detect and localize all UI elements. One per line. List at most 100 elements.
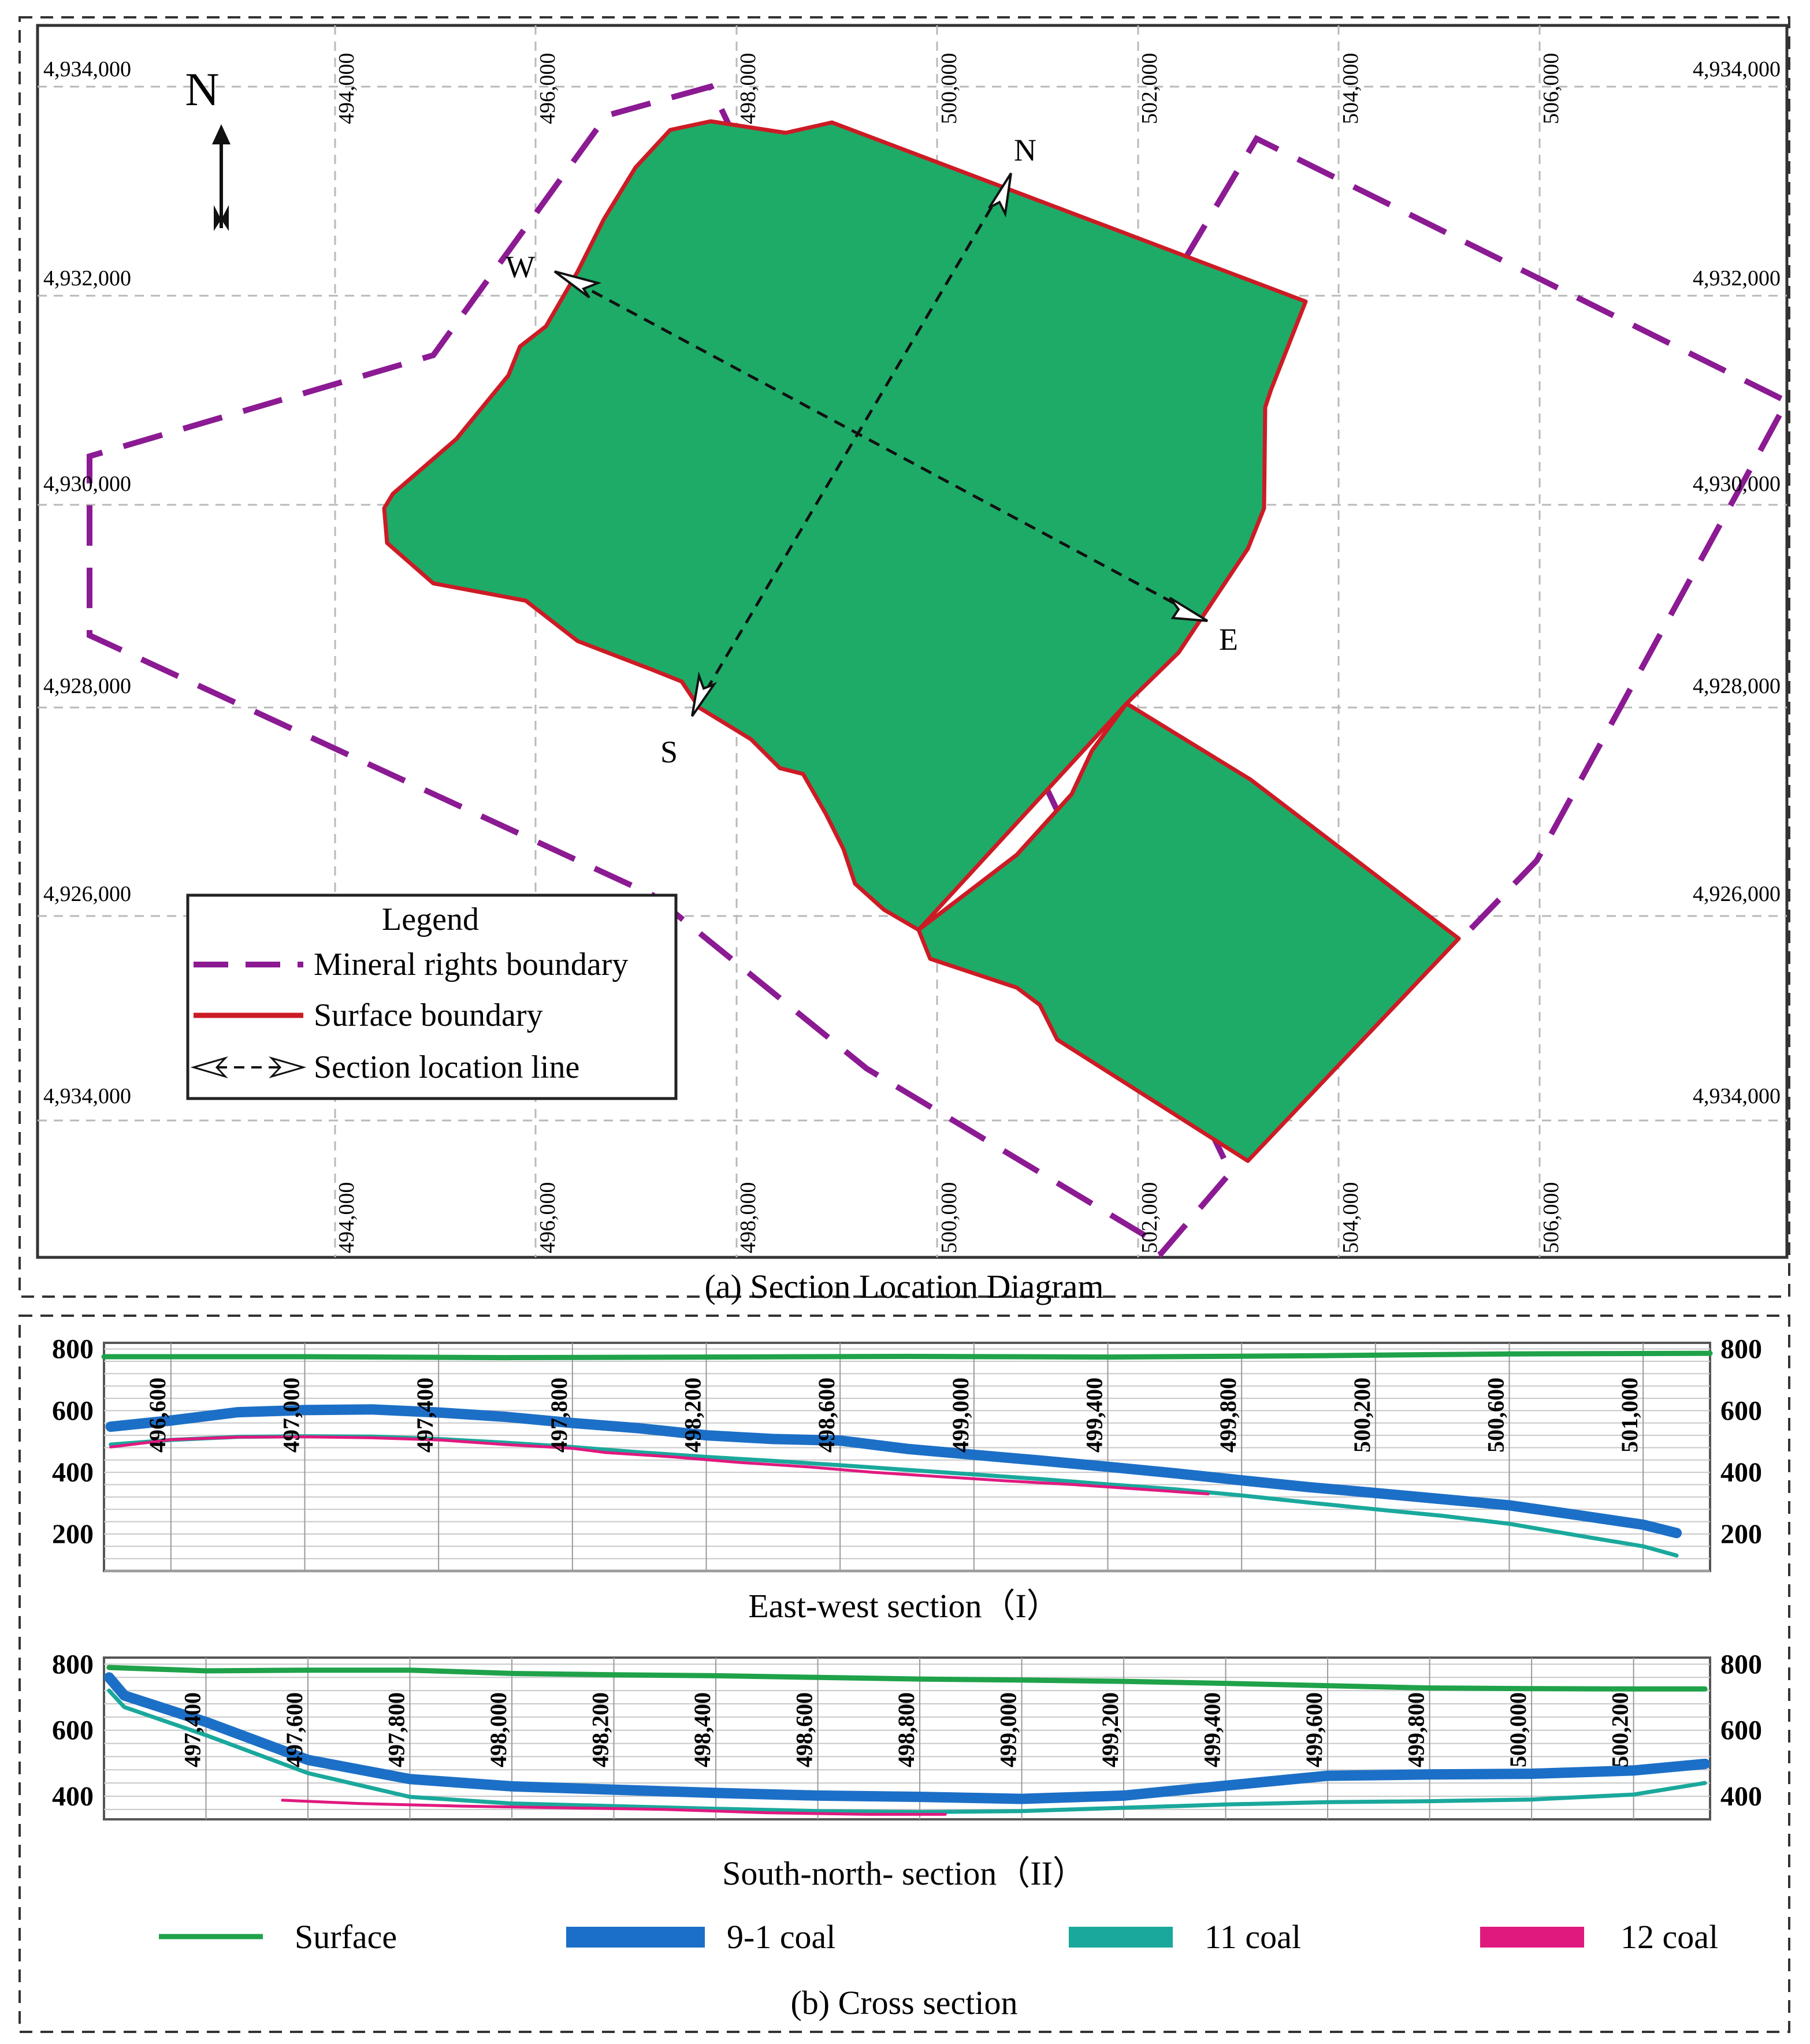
section-label-north: N (1014, 133, 1036, 167)
section-label-west: W (506, 250, 535, 284)
ew-y-tick-label-right: 800 (1720, 1334, 1762, 1365)
sn-x-tick-label: 498,800 (893, 1692, 919, 1767)
coal-9-1-legend-label: 9-1 coal (727, 1918, 835, 1956)
y-label-right-4: 4,926,000 (1693, 882, 1781, 906)
section-label-south: S (660, 735, 678, 769)
ew-x-tick-label: 500,600 (1483, 1377, 1509, 1453)
coal-11-legend-label: 11 coal (1205, 1918, 1301, 1956)
south-north-section-chart: 497,400 497,600 497,800 498,000 498,200 498,4… (52, 1649, 1762, 1892)
ew-series-surface (101, 1350, 1713, 1361)
x-label-top-506000: 506,000 (1539, 53, 1563, 125)
ew-series-9-1-coal (105, 1404, 1682, 1539)
section-line-legend-right-arrow-icon (269, 1056, 307, 1078)
sn-x-tick-label: 498,200 (588, 1692, 614, 1767)
sn-x-tick-label: 499,200 (1097, 1692, 1123, 1767)
map-grid-labels: 494,000 496,000 498,000 500,000 502,000 … (43, 53, 1781, 1254)
y-label-left-3: 4,928,000 (43, 674, 131, 698)
mineral-rights-legend-label: Mineral rights boundary (314, 947, 628, 982)
north-arrow-label: N (185, 63, 219, 116)
ew-y-tick-label-left: 400 (52, 1457, 94, 1488)
ew-x-tick-label: 499,800 (1215, 1377, 1241, 1453)
y-label-right-0: 4,934,000 (1693, 57, 1781, 81)
north-arrow-icon: N (185, 63, 231, 231)
ew-x-tick-label: 501,000 (1616, 1377, 1642, 1453)
ew-y-tick-label-right: 600 (1720, 1395, 1762, 1426)
sn-series-11-coal (107, 1688, 1707, 1814)
coal-9-1-legend-swatch (566, 1927, 705, 1948)
y-label-right-2: 4,930,000 (1693, 472, 1781, 496)
y-label-left-1: 4,932,000 (43, 266, 131, 291)
coal-11-legend-swatch (1069, 1927, 1173, 1948)
sn-series (103, 1665, 1711, 1816)
x-label-top-498000: 498,000 (736, 53, 760, 125)
x-label-bottom-494000: 494,000 (335, 1182, 359, 1254)
sn-y-tick-label-right: 600 (1720, 1715, 1762, 1746)
sn-x-tick-label: 500,200 (1607, 1692, 1633, 1767)
y-label-left-0: 4,934,000 (43, 57, 131, 81)
ew-series (101, 1350, 1713, 1558)
ew-x-tick-label: 497,800 (546, 1377, 572, 1453)
surface-boundary-legend-label: Surface boundary (314, 997, 543, 1033)
east-arrowhead-icon (1169, 597, 1209, 622)
section-line-west-east (556, 271, 1203, 620)
sn-y-tick-labels: 800 800 600 600 400 400 (52, 1649, 1762, 1812)
north-arrowhead-icon (988, 172, 1012, 218)
ew-x-tick-label: 499,000 (947, 1377, 973, 1453)
ew-x-tick-labels: 496,600 497,000 497,400 497,800 498,200 498,6… (144, 1377, 1642, 1453)
ew-y-tick-labels: 800 800 600 600 400 400 200 200 (52, 1334, 1762, 1550)
bottom-panel-frame (18, 1315, 1790, 2033)
section-line-legend-label: Section location line (314, 1049, 579, 1085)
x-label-top-502000: 502,000 (1138, 53, 1162, 125)
ew-x-tick-label: 497,400 (412, 1377, 438, 1453)
ew-y-tick-label-right: 200 (1720, 1519, 1762, 1550)
ew-x-tick-label: 498,200 (680, 1377, 706, 1453)
sn-x-tick-label: 497,600 (281, 1692, 307, 1767)
mineral-rights-boundary-east (1181, 135, 1791, 944)
sn-y-tick-label-left: 600 (52, 1715, 94, 1746)
y-label-right-5: 4,934,000 (1693, 1084, 1781, 1108)
west-arrowhead-icon (553, 270, 602, 299)
sn-x-tick-label: 499,600 (1301, 1692, 1327, 1767)
sn-y-tick-label-left: 400 (52, 1781, 94, 1812)
y-label-right-1: 4,932,000 (1693, 266, 1781, 291)
surface-legend-label: Surface (295, 1918, 397, 1956)
y-label-left-4: 4,926,000 (43, 882, 131, 906)
cross-section-legend: Surface 9-1 coal 11 coal 12 coal (159, 1918, 1718, 1956)
coal-12-legend-swatch (1480, 1927, 1584, 1948)
coal-12-legend-label: 12 coal (1621, 1918, 1718, 1956)
sn-x-tick-label: 497,400 (180, 1692, 206, 1767)
ew-series-12-coal (109, 1435, 1210, 1496)
y-label-right-3: 4,928,000 (1693, 674, 1781, 698)
y-label-left-5: 4,934,000 (43, 1084, 131, 1108)
ew-x-tick-label: 500,200 (1349, 1377, 1375, 1453)
sn-series-surface (106, 1665, 1708, 1692)
map-legend-title: Legend (382, 902, 479, 937)
ew-x-tick-label: 497,000 (278, 1377, 304, 1453)
x-label-bottom-502000: 502,000 (1138, 1182, 1162, 1254)
x-label-bottom-504000: 504,000 (1339, 1182, 1363, 1254)
x-label-top-494000: 494,000 (335, 53, 359, 125)
section-location-lines: W E N S (506, 133, 1238, 769)
sn-y-tick-label-left: 800 (52, 1649, 94, 1680)
surface-boundary-area (382, 119, 1461, 1163)
ew-y-tick-label-left: 800 (52, 1334, 94, 1365)
ew-grid (104, 1343, 1710, 1572)
ew-x-tick-label: 498,600 (813, 1377, 839, 1453)
map-legend: Legend Mineral rights boundary Surface b… (186, 893, 678, 1100)
sn-x-tick-label: 500,000 (1505, 1692, 1531, 1767)
x-label-top-500000: 500,000 (937, 53, 961, 125)
sn-x-tick-label: 499,000 (995, 1692, 1021, 1767)
x-label-top-504000: 504,000 (1339, 53, 1363, 125)
cross-section-caption: (b) Cross section (790, 1984, 1017, 2021)
ew-y-tick-label-left: 200 (52, 1519, 94, 1550)
east-west-section-chart: 496,600 497,000 497,400 497,800 498,200 498,6… (52, 1334, 1762, 1625)
section-line-legend-left-arrow-icon (190, 1056, 228, 1078)
sn-x-tick-label: 499,800 (1403, 1692, 1429, 1767)
sn-section-title: South-north- section（II） (722, 1855, 1086, 1892)
sn-x-tick-label: 497,800 (384, 1692, 410, 1767)
sn-series-9-1-coal (103, 1672, 1711, 1804)
section-line-south-north (694, 178, 1010, 709)
surface-block-divider (917, 702, 1128, 932)
sn-x-tick-label: 498,400 (689, 1692, 715, 1767)
